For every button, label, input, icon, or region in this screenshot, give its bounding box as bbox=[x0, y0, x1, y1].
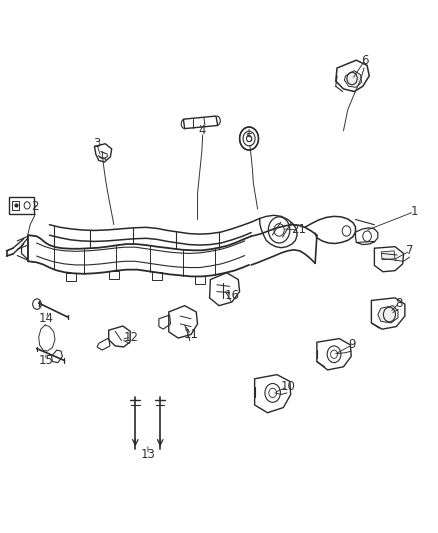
Text: 1: 1 bbox=[410, 205, 418, 218]
Text: 12: 12 bbox=[124, 330, 138, 343]
Text: 3: 3 bbox=[93, 138, 100, 150]
Text: 10: 10 bbox=[280, 380, 295, 393]
Text: 4: 4 bbox=[198, 124, 205, 137]
Text: 9: 9 bbox=[348, 338, 356, 351]
Text: 2: 2 bbox=[32, 200, 39, 213]
Polygon shape bbox=[344, 71, 361, 87]
Text: 16: 16 bbox=[224, 289, 240, 302]
Text: 7: 7 bbox=[406, 244, 414, 257]
Text: 13: 13 bbox=[141, 448, 155, 461]
Text: 21: 21 bbox=[291, 223, 306, 237]
Text: 14: 14 bbox=[39, 312, 54, 325]
Text: 15: 15 bbox=[39, 354, 54, 367]
Text: 5: 5 bbox=[245, 132, 253, 145]
Polygon shape bbox=[378, 306, 398, 323]
Text: 11: 11 bbox=[184, 328, 198, 341]
Text: 8: 8 bbox=[396, 296, 403, 310]
Text: 6: 6 bbox=[361, 54, 369, 67]
Polygon shape bbox=[381, 251, 395, 260]
